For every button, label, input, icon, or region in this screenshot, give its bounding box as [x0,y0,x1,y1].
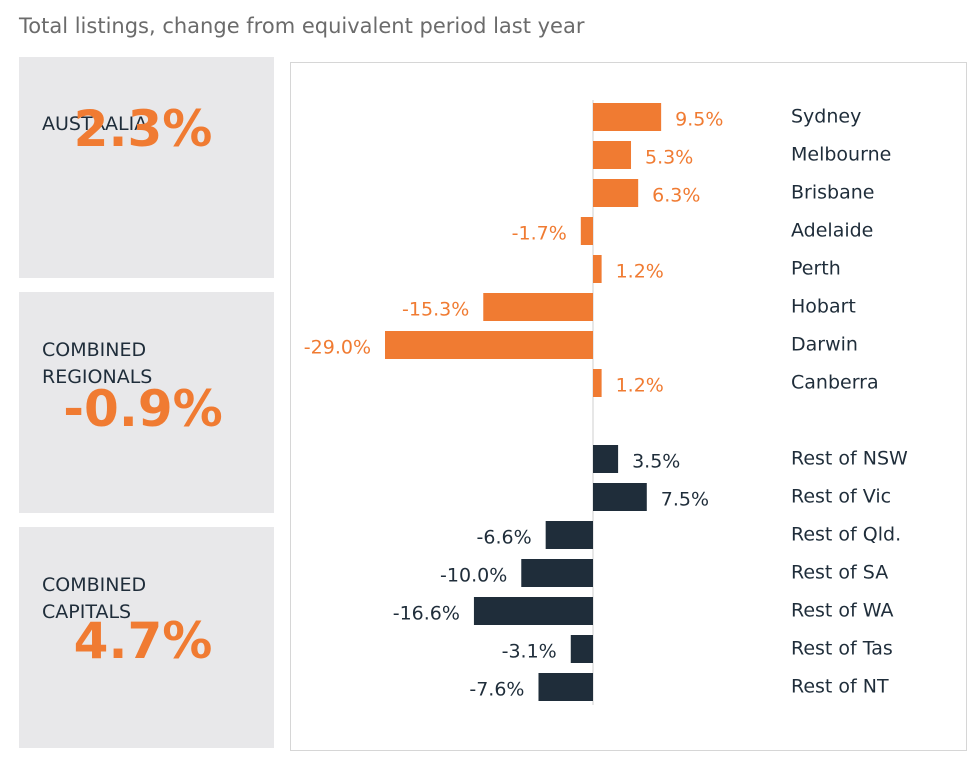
card-value: 4.7% [73,612,213,670]
bar [593,369,602,397]
bar [545,521,593,549]
category-label: Sydney [791,106,861,128]
bar [385,331,593,359]
bar [538,673,593,701]
card-label: COMBINED CAPITALS [42,574,147,623]
category-label: Rest of NSW [791,448,908,470]
data-label: -16.6% [393,603,460,625]
category-label: Melbourne [791,144,891,166]
bar [570,635,593,663]
category-label: Canberra [791,372,879,394]
card-label: AUSTRALIA [42,113,148,135]
data-label: 9.5% [675,109,723,131]
data-label: -29.0% [304,337,371,359]
bar [580,217,593,245]
bar [483,293,593,321]
data-label: 1.2% [616,261,664,283]
data-label: -10.0% [440,565,507,587]
data-label: 1.2% [616,375,664,397]
category-label: Perth [791,258,841,280]
data-label: -15.3% [402,299,469,321]
bar [521,559,593,587]
chart-frame [290,62,967,751]
data-label: -7.6% [469,679,524,701]
summary-card: COMBINED CAPITALS 4.7% [19,527,274,748]
category-label: Rest of Vic [791,486,891,508]
bar [473,597,593,625]
category-label: Rest of Tas [791,638,893,660]
summary-card: AUSTRALIA 2.3% [19,57,274,278]
bar [593,255,602,283]
category-label: Adelaide [791,220,873,242]
category-label: Rest of SA [791,562,888,584]
bar [593,445,619,473]
data-label: -6.6% [477,527,532,549]
category-label: Rest of Qld. [791,524,901,546]
summary-card: COMBINED REGIONALS -0.9% [19,292,274,513]
bar [593,103,662,131]
card-value: -0.9% [63,380,223,438]
data-label: 7.5% [661,489,709,511]
category-label: Rest of WA [791,600,894,622]
card-value: 2.3% [73,100,213,158]
bar [593,141,632,169]
category-label: Darwin [791,334,858,356]
bar [593,179,639,207]
data-label: -3.1% [502,641,557,663]
category-label: Rest of NT [791,676,889,698]
data-label: 5.3% [645,147,693,169]
category-label: Hobart [791,296,856,318]
card-label: COMBINED REGIONALS [42,339,153,388]
category-label: Brisbane [791,182,874,204]
bar [593,483,647,511]
data-label: 6.3% [652,185,700,207]
page-title: Total listings, change from equivalent p… [19,14,585,38]
data-label: 3.5% [632,451,680,473]
data-label: -1.7% [512,223,567,245]
